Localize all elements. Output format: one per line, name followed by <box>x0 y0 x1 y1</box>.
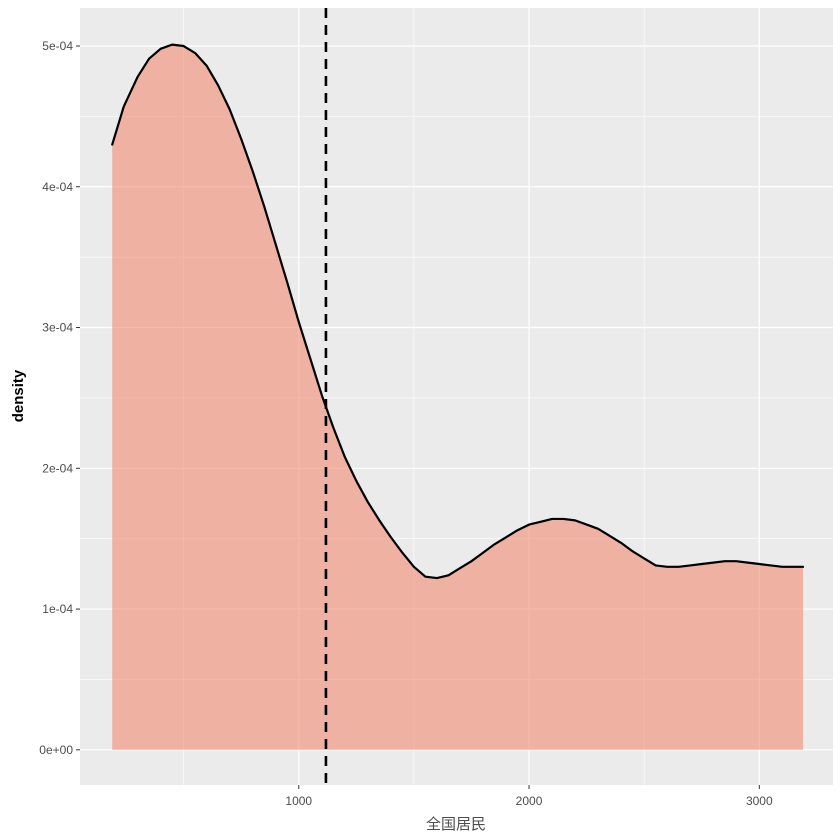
density-area <box>112 44 804 750</box>
x-axis-title: 全国居民 <box>426 815 486 833</box>
y-axis-title: density <box>10 369 27 422</box>
y-axis: 0e+00 1e-04 2e-04 3e-04 4e-04 5e-04 <box>39 39 80 757</box>
y-tick-label: 1e-04 <box>42 602 73 616</box>
y-tick-label: 2e-04 <box>42 461 73 475</box>
y-tick-label: 3e-04 <box>42 321 73 335</box>
y-tick-label: 5e-04 <box>42 39 73 53</box>
x-axis: 1000 2000 3000 <box>285 785 773 808</box>
x-tick-label: 2000 <box>516 794 543 808</box>
density-curve <box>111 43 805 580</box>
x-tick-label: 1000 <box>285 794 312 808</box>
x-tick-label: 3000 <box>746 794 773 808</box>
y-tick-label: 0e+00 <box>39 743 73 757</box>
y-tick-label: 4e-04 <box>42 180 73 194</box>
